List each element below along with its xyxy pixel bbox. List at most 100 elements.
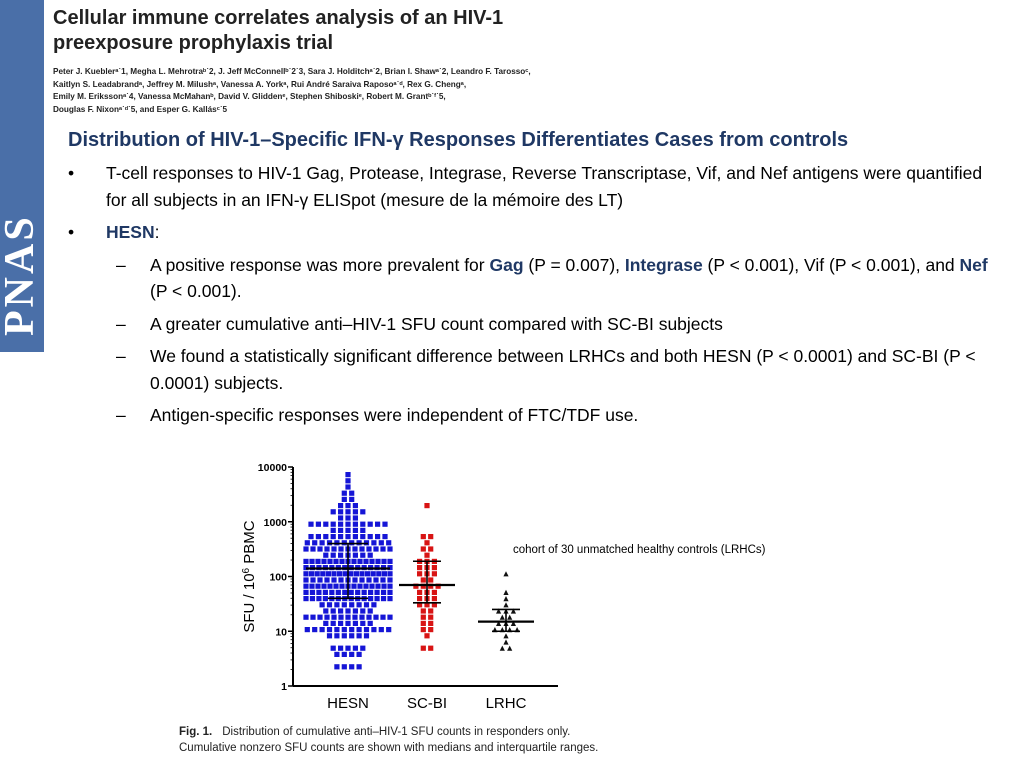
hesn-point xyxy=(367,608,373,614)
hesn-point xyxy=(345,484,351,490)
scbi-point xyxy=(417,589,423,595)
hesn-point xyxy=(345,527,351,533)
sub-text: Antigen-specific responses were independ… xyxy=(150,405,639,425)
lrhc-point xyxy=(510,608,516,614)
hesn-point xyxy=(315,583,321,589)
journal-logo-bar: PNAS xyxy=(0,0,44,352)
hesn-point xyxy=(334,633,340,639)
lrhc-point xyxy=(503,602,509,608)
hesn-point xyxy=(363,558,369,564)
dash-marker: – xyxy=(116,405,126,425)
hesn-point xyxy=(334,627,340,633)
hesn-point xyxy=(363,583,369,589)
hesn-point xyxy=(324,614,330,620)
lrhc-point xyxy=(507,645,513,651)
hesn-point xyxy=(366,577,372,583)
hesn-point xyxy=(314,571,320,577)
hesn-point xyxy=(360,552,366,558)
hesn-point xyxy=(303,571,309,577)
hesn-point xyxy=(319,540,325,546)
hesn-point xyxy=(324,577,330,583)
hesn-point xyxy=(349,664,355,670)
hesn-point xyxy=(345,645,351,651)
lrhc-point xyxy=(499,614,505,620)
bullet-text: T-cell responses to HIV-1 Gag, Protease,… xyxy=(106,163,983,210)
hesn-point xyxy=(341,651,347,657)
hesn-point xyxy=(371,627,377,633)
hesn-point xyxy=(338,534,344,540)
hesn-point xyxy=(338,620,344,626)
scbi-point xyxy=(420,620,426,626)
hesn-point xyxy=(312,627,318,633)
hesn-point xyxy=(304,540,310,546)
svg-text:PNAS: PNAS xyxy=(0,214,43,336)
hesn-point xyxy=(319,602,325,608)
hesn-point xyxy=(312,540,318,546)
hesn-point xyxy=(373,577,379,583)
colon: : xyxy=(154,222,160,242)
hesn-point xyxy=(330,608,336,614)
hesn-point xyxy=(359,571,365,577)
hesn-point xyxy=(378,540,384,546)
hesn-point xyxy=(326,633,333,639)
paper-title-line2: preexposure prophylaxis trial xyxy=(53,32,334,54)
hesn-point xyxy=(308,521,314,527)
hesn-point xyxy=(375,534,381,540)
hesn-point xyxy=(380,596,387,602)
sub-text: (P < 0.001), Vif (P < 0.001), and xyxy=(702,254,960,275)
hesn-label: HESN xyxy=(106,222,155,242)
hesn-point xyxy=(360,527,366,533)
scbi-point xyxy=(424,503,430,509)
hesn-point xyxy=(324,546,330,552)
bullet-list: • T-cell responses to HIV-1 Gag, Proteas… xyxy=(68,160,998,429)
lrhc-point xyxy=(503,571,509,577)
hesn-point xyxy=(371,602,377,608)
dash-marker: – xyxy=(116,313,126,334)
hesn-point xyxy=(341,496,347,502)
scbi-point xyxy=(417,602,423,608)
hesn-point xyxy=(356,627,362,633)
hesn-point xyxy=(326,627,333,633)
integrase-label: Integrase xyxy=(624,254,703,275)
hesn-point xyxy=(303,558,309,564)
hesn-point xyxy=(387,589,393,595)
hesn-point xyxy=(360,645,366,651)
dash-marker: – xyxy=(116,254,126,275)
figure-caption: Fig. 1. Distribution of cumulative anti–H… xyxy=(179,724,619,756)
lrhc-point xyxy=(496,620,502,626)
hesn-point xyxy=(355,589,361,595)
hesn-point xyxy=(330,527,336,533)
scbi-point xyxy=(428,577,434,583)
author-line: Kaitlyn S. Leadabrandᵃ, Jeffrey M. Milus… xyxy=(53,79,467,89)
sub-text: A positive response was more prevalent f… xyxy=(150,254,490,275)
hesn-point xyxy=(339,583,345,589)
hesn-point xyxy=(315,558,321,564)
scbi-point xyxy=(431,589,437,595)
scbi-point xyxy=(413,583,419,589)
hesn-point xyxy=(322,589,328,595)
hesn-point xyxy=(323,608,329,614)
hesn-point xyxy=(367,534,373,540)
scbi-point xyxy=(435,583,441,589)
hesn-point xyxy=(352,608,358,614)
hesn-point xyxy=(331,577,337,583)
paper-title-line1: Cellular immune correlates analysis of a… xyxy=(53,7,504,29)
hesn-point xyxy=(381,571,387,577)
y-tick-label: 1 xyxy=(281,681,287,693)
hesn-point xyxy=(360,608,366,614)
hesn-point xyxy=(356,651,362,657)
hesn-point xyxy=(352,521,358,527)
figure-label: Fig. 1. xyxy=(179,726,213,738)
hesn-point xyxy=(356,664,362,670)
hesn-point xyxy=(363,602,370,608)
scbi-point xyxy=(431,602,437,608)
scbi-point xyxy=(420,583,426,589)
hesn-point xyxy=(373,546,379,552)
gag-label: Gag xyxy=(489,254,524,275)
sfu-scatter-chart: 1 10 100 1000 10000 SFU / 106 PBMC HESN SC-BI LR… xyxy=(236,456,566,712)
hesn-point xyxy=(375,521,381,527)
hesn-point xyxy=(363,633,370,639)
hesn-point xyxy=(352,509,358,515)
hesn-point xyxy=(334,664,340,670)
hesn-point xyxy=(342,589,348,595)
